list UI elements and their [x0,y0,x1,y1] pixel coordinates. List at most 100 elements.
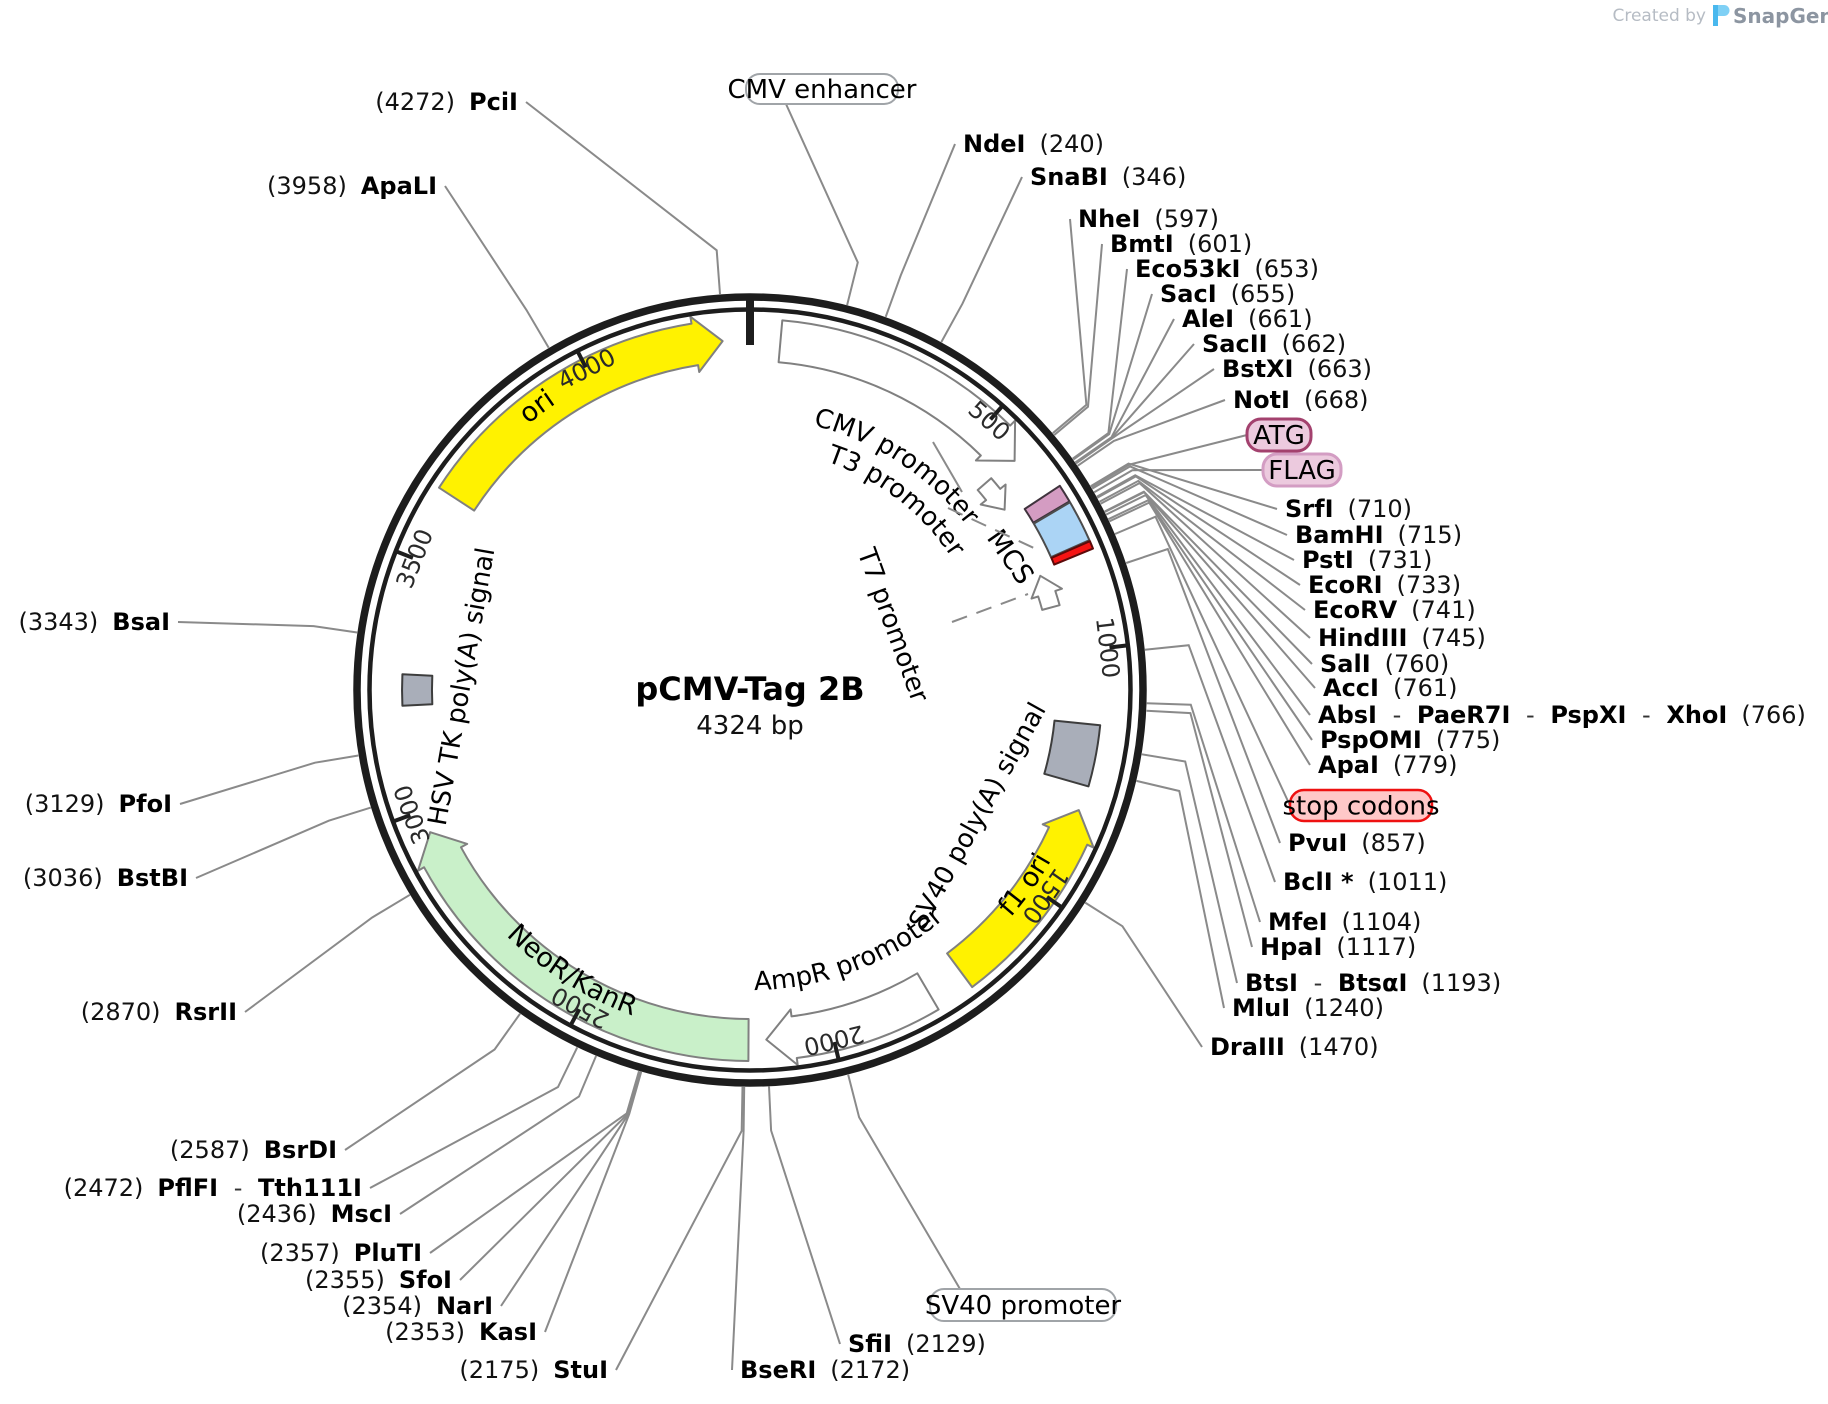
site-label-BstBI: (3036) BstBI [23,864,188,892]
leader-line-AccI [1104,490,1316,689]
leader-line-BstXI [1075,368,1215,465]
cmv-enhancer-badge-label: CMV enhancer [728,75,917,105]
leader-line-BmtI [1053,243,1103,436]
site-enzyme-name: SfiI [848,1330,892,1358]
site-position: (2472) [64,1174,144,1202]
site-enzyme-name: PciI [469,88,518,116]
site-enzyme-name: PstI [1302,546,1354,574]
site-position: (2175) [459,1356,539,1384]
site-position: (3036) [23,864,103,892]
site-enzyme-name: MluI [1232,994,1290,1022]
site-label-SfoI: (2355) SfoI [305,1266,452,1294]
leader-line-PfoI [179,754,359,805]
site-position: (3129) [25,790,105,818]
site-enzyme-name: SnaBI [1030,163,1108,191]
site-label-MluI: MluI (1240) [1232,994,1384,1022]
site-label-SfiI: SfiI (2129) [848,1330,986,1358]
leader-line-BseRI [731,1086,746,1371]
leader-line-MluI [1136,779,1225,1009]
leader-line-SfiI [768,1086,841,1345]
site-position: (2436) [237,1200,317,1228]
leader-line-sv40-promoter-badge [847,1074,961,1290]
tick-mark-4000 [575,349,588,369]
atg-badge [1245,417,1313,453]
sv40-promoter-badge [929,1288,1117,1322]
leader-line-PstI [1096,474,1295,561]
leader-line-SrfI [1090,462,1278,510]
site-position: (3343) [18,608,98,636]
site-position: (2355) [305,1266,385,1294]
site-enzyme-name: BtsI [1245,969,1298,997]
site-enzyme-name: PluTI [354,1239,422,1267]
site-enzyme-name: SrfI [1285,495,1334,523]
site-position: (2353) [385,1318,465,1346]
site-position: (2587) [170,1136,250,1164]
atg-badge-label: ATG [1253,421,1305,451]
leader-line-KasI [544,1071,643,1333]
site-enzyme-name: Tth111I [258,1174,362,1202]
site-enzyme-name: StuI [553,1356,608,1384]
site-label-NdeI: NdeI (240) [963,130,1104,158]
feature-rotated-label: HSV TK poly(A) signal [423,545,501,828]
site-label-RsrII: (2870) RsrII [81,998,237,1026]
site-position: (760) [1385,650,1450,678]
site-label-BsaI: (3343) BsaI [18,608,170,636]
snapgene-flag-icon-pole [1713,5,1718,26]
site-label-EcoRI: EcoRI (733) [1308,571,1461,599]
site-position: - [1385,701,1409,729]
leader-line-NotI [1077,399,1226,467]
site-label-BmtI: BmtI (601) [1110,230,1252,258]
site-enzyme-name: PspXI [1550,701,1626,729]
feature-rotated-label: MCS [980,524,1039,590]
feature-neor-kanr-band [417,831,750,1062]
leader-line-ApaLI [444,185,550,349]
site-enzyme-name: EcoRI [1308,571,1383,599]
cmv-enhancer-badge [745,73,899,105]
site-enzyme-name: RsrII [175,998,237,1026]
leader-line-RsrII [244,893,411,1013]
site-enzyme-name: BstXI [1222,355,1293,383]
leader-line-cmv-enhancer-badge [785,103,859,306]
leader-line-BtsI-Bts-I [1141,753,1238,984]
site-position: - [1634,701,1658,729]
plasmid-size: 4324 bp [696,711,803,741]
tick-mark-1000 [1109,643,1129,650]
tick-mark-500 [988,403,1005,421]
site-enzyme-name: BsrDI [264,1136,337,1164]
feature-connector-dashed [951,593,1029,623]
leader-line-atg-badge [1090,434,1248,489]
stop-codons-badge [1288,788,1434,823]
site-position: (1117) [1336,933,1416,961]
site-enzyme-name: NarI [436,1292,493,1320]
flag-badge [1261,452,1343,488]
site-position: (653) [1254,255,1319,283]
leader-line-flag-badge [1093,469,1264,494]
site-position: (3958) [267,172,347,200]
site-enzyme-name: EcoRV [1313,596,1398,624]
site-position: - [226,1174,250,1202]
site-label-AccI: AccI (761) [1323,674,1458,702]
watermark-brand: SnapGene [1733,4,1828,28]
leader-line-HindIII [1100,481,1311,639]
site-position: (4272) [375,88,455,116]
site-enzyme-name: NotI [1233,386,1290,414]
site-position: (731) [1368,546,1433,574]
site-enzyme-name: BstBI [117,864,188,892]
site-position: (766) [1741,701,1806,729]
leader-line-PluTI [429,1070,640,1254]
leader-line-MfeI [1146,702,1261,923]
site-position: (2870) [81,998,161,1026]
tick-label-3500: 3500 [391,525,439,592]
site-label-NotI: NotI (668) [1233,386,1369,414]
site-label-PflFI-Tth111I: (2472) PflFI - Tth111I [64,1174,362,1202]
site-enzyme-name: MscI [331,1200,392,1228]
site-label-ApaI: ApaI (779) [1318,751,1457,779]
site-position: (775) [1436,726,1501,754]
leader-line-Eco53kI [1072,268,1128,460]
feature-stop-codons-box [1050,540,1094,566]
site-enzyme-name: SacII [1202,330,1268,358]
site-enzyme-name: PfoI [119,790,172,818]
site-enzyme-name: AccI [1323,674,1379,702]
site-enzyme-name: ApaI [1318,751,1379,779]
